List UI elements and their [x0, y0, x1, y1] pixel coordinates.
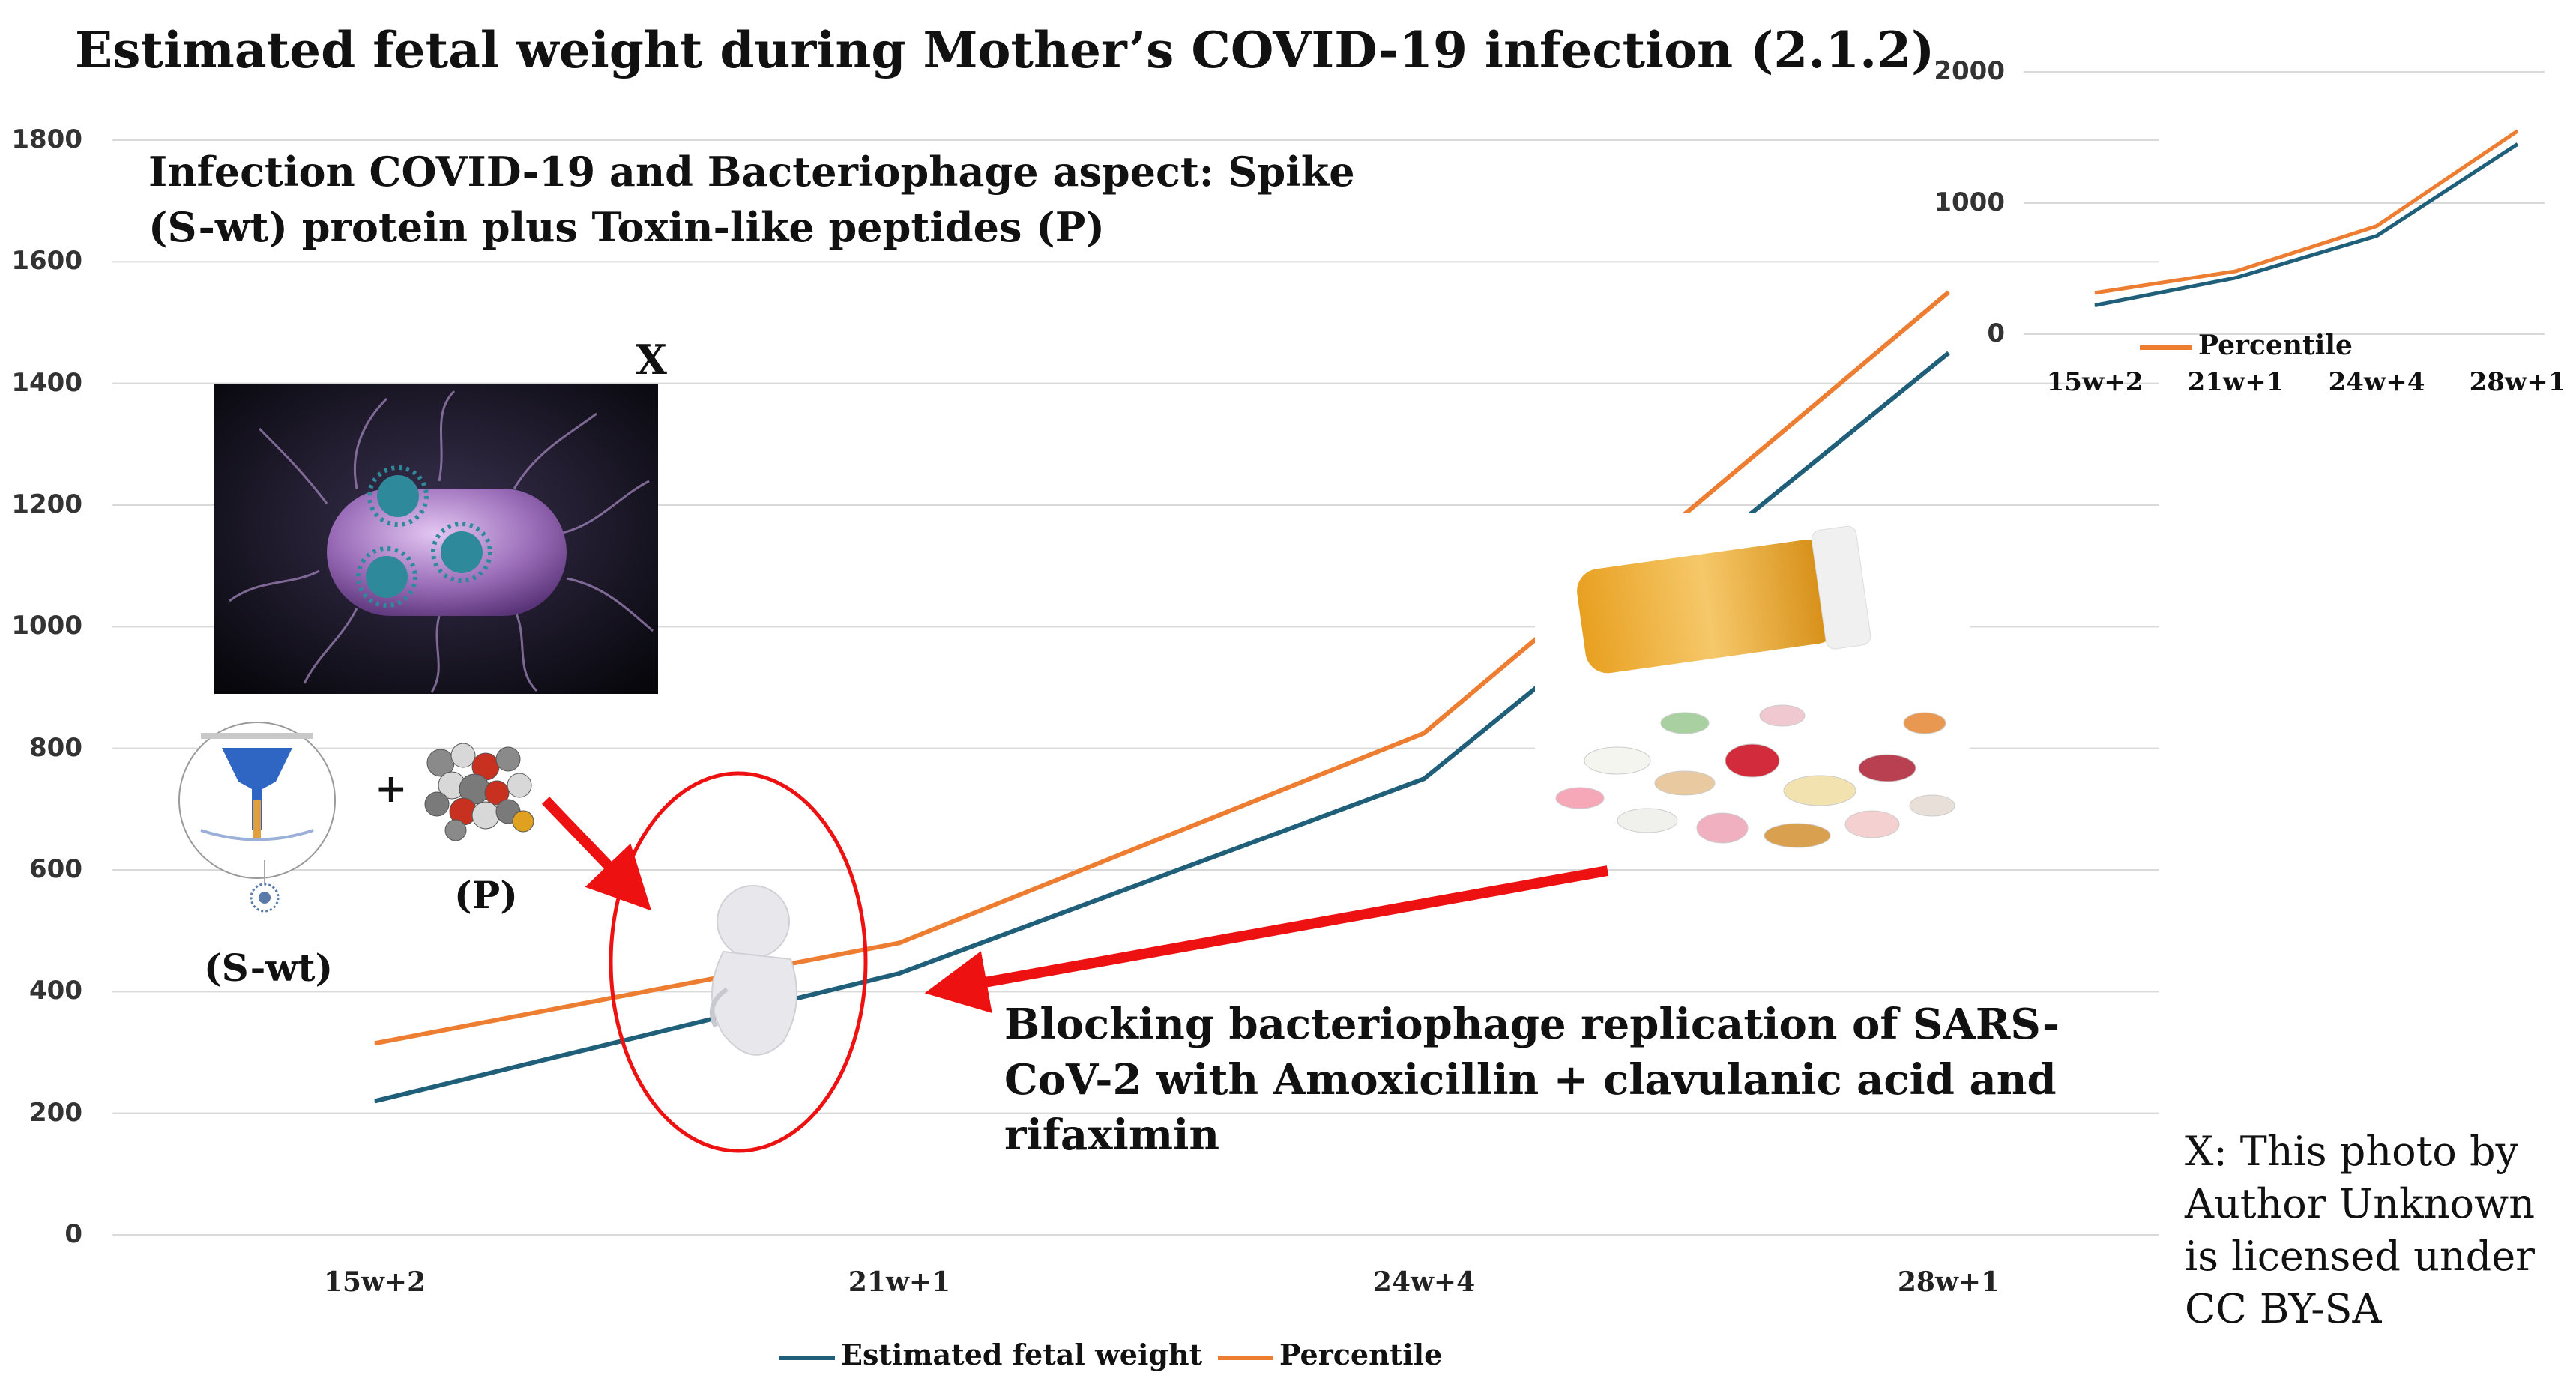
main-y-tick-label: 400 [29, 976, 82, 1006]
main-y-tick-label: 1800 [11, 124, 82, 154]
inset-x-tick-label: 21w+1 [2187, 367, 2284, 397]
main-x-tick-label: 15w+2 [323, 1266, 426, 1298]
legend-swatch-percentile [1218, 1355, 1273, 1360]
pill-bottle [1577, 540, 1839, 674]
virus-particle [356, 546, 417, 608]
inset-x-tick-label: 24w+4 [2328, 367, 2425, 397]
fetus-icon [710, 885, 797, 1056]
legend-swatch-fetal-weight [779, 1355, 835, 1360]
main-series-line-1 [374, 290, 1950, 1046]
inset-x-tick-label: 28w+1 [2469, 367, 2566, 397]
blocking-caption: Blocking bacteriophage replication of SA… [1004, 1000, 2060, 1160]
main-y-tick-label: 200 [29, 1097, 82, 1128]
virus-particle [431, 522, 492, 583]
main-y-tick-label: 1200 [11, 489, 82, 519]
legend-item-percentile: Percentile [1218, 1338, 1442, 1371]
toxin-peptide-molecule [424, 743, 534, 841]
highlight-ellipse [609, 771, 868, 1153]
legend-label-percentile: Percentile [1279, 1338, 1443, 1371]
bacteriophage-image [214, 384, 658, 694]
page-title: Estimated fetal weight during Mother’s C… [75, 21, 1935, 79]
spike-protein-diagram [178, 722, 336, 913]
legend-item-fetal-weight: Estimated fetal weight [779, 1338, 1202, 1371]
main-data-point [1423, 732, 1425, 734]
main-y-tick-label: 800 [29, 732, 82, 763]
credit-note: X: This photo by Author Unknown is licen… [2185, 1128, 2536, 1332]
inset-legend-label: Percentile [2198, 330, 2353, 361]
main-y-tick-label: 1400 [11, 367, 82, 398]
main-y-tick-label: 0 [64, 1219, 82, 1249]
main-y-tick-label: 600 [29, 854, 82, 884]
inset-y-tick-label: 1000 [1934, 187, 2005, 217]
arrow-from-medication [924, 865, 1609, 1013]
arrow-to-fetus [541, 797, 652, 911]
inset-legend-swatch [2140, 345, 2192, 350]
inset-data-point [2094, 305, 2096, 306]
medication-pills-image [1535, 513, 1970, 862]
inset-x-tick-label: 15w+2 [2046, 367, 2144, 397]
main-y-tick-label: 1600 [11, 246, 82, 277]
spike-protein-label: (S-wt) [204, 946, 334, 990]
inset-grid [2024, 71, 2545, 335]
legend-label-fetal-weight: Estimated fetal weight [841, 1338, 1203, 1371]
inset-series-line-1 [2094, 129, 2519, 295]
main-x-tick-label: 28w+1 [1897, 1266, 2000, 1298]
inset-legend-item-percentile: Percentile [2140, 330, 2353, 361]
fetus-highlight [609, 771, 868, 1153]
main-x-tick-label: 24w+4 [1372, 1266, 1476, 1298]
peptide-label: (P) [454, 873, 518, 917]
inset-data-point [2094, 292, 2096, 294]
main-y-tick-label: 1000 [11, 611, 82, 641]
inset-y-tick-label: 2000 [1934, 56, 2005, 86]
inset-y-tick-label: 0 [1987, 318, 2005, 348]
virus-particle [367, 465, 429, 527]
plus-sign: + [375, 766, 408, 812]
inset-series-line-0 [2094, 142, 2519, 307]
infection-caption: Infection COVID-19 and Bacteriophage asp… [148, 148, 1355, 251]
main-grid [112, 139, 2159, 1236]
photo-credit-marker: X [636, 336, 667, 384]
main-x-tick-label: 21w+1 [848, 1266, 951, 1298]
inset-series-lines [2094, 129, 2519, 307]
